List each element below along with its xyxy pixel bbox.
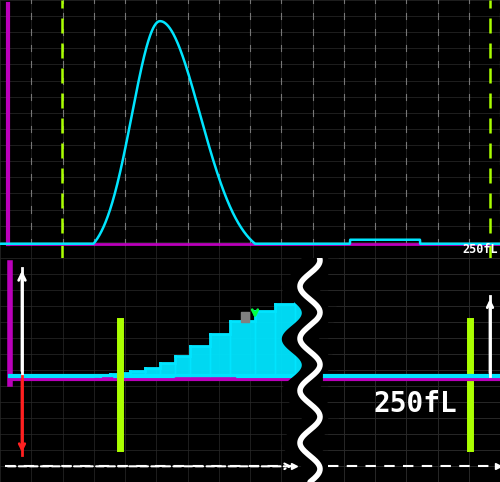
Text: 250fL: 250fL	[373, 389, 457, 417]
Text: 250fL: 250fL	[462, 243, 498, 256]
